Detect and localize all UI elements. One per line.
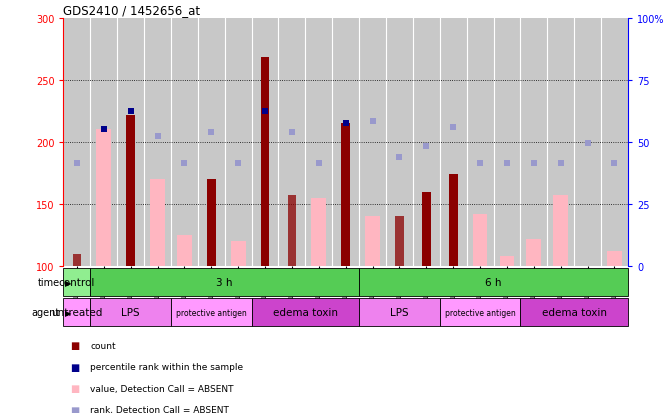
Bar: [90, 299, 171, 327]
Text: LPS: LPS: [390, 308, 409, 318]
Bar: [261, 58, 269, 266]
Bar: [171, 299, 252, 327]
Text: percentile rank within the sample: percentile rank within the sample: [90, 362, 243, 371]
Text: ▶: ▶: [65, 308, 71, 317]
Bar: [341, 124, 350, 266]
Text: ■: ■: [70, 405, 79, 413]
Text: control: control: [59, 278, 95, 287]
Bar: [440, 299, 520, 327]
Bar: [500, 256, 514, 266]
Text: 3 h: 3 h: [216, 278, 233, 287]
Bar: [230, 242, 246, 266]
Text: protective antigen: protective antigen: [445, 308, 516, 317]
Bar: [252, 299, 359, 327]
Text: protective antigen: protective antigen: [176, 308, 246, 317]
Text: ■: ■: [70, 340, 79, 350]
Bar: [359, 268, 628, 297]
Text: edema toxin: edema toxin: [542, 308, 607, 318]
Bar: [526, 239, 541, 266]
Bar: [449, 175, 458, 266]
Text: ▶: ▶: [65, 278, 71, 287]
Text: ■: ■: [70, 362, 79, 372]
Text: time: time: [38, 278, 60, 287]
Bar: [150, 180, 165, 266]
Text: value, Detection Call = ABSENT: value, Detection Call = ABSENT: [90, 384, 234, 393]
Text: untreated: untreated: [51, 308, 103, 318]
Text: ■: ■: [70, 383, 79, 393]
Bar: [63, 268, 90, 297]
Bar: [553, 196, 568, 266]
Text: count: count: [90, 341, 116, 350]
Bar: [311, 198, 326, 266]
Bar: [73, 254, 81, 266]
Bar: [359, 299, 440, 327]
Bar: [90, 268, 359, 297]
Bar: [96, 130, 111, 266]
Text: LPS: LPS: [122, 308, 140, 318]
Bar: [395, 217, 403, 266]
Text: 6 h: 6 h: [485, 278, 502, 287]
Bar: [126, 115, 135, 266]
Bar: [520, 299, 628, 327]
Bar: [473, 214, 488, 266]
Text: agent: agent: [32, 308, 60, 318]
Bar: [177, 235, 192, 266]
Text: GDS2410 / 1452656_at: GDS2410 / 1452656_at: [63, 5, 200, 17]
Bar: [365, 217, 380, 266]
Text: edema toxin: edema toxin: [273, 308, 338, 318]
Bar: [63, 299, 90, 327]
Bar: [288, 196, 296, 266]
Bar: [422, 192, 431, 266]
Bar: [207, 180, 216, 266]
Text: rank, Detection Call = ABSENT: rank, Detection Call = ABSENT: [90, 405, 229, 413]
Bar: [607, 252, 622, 266]
